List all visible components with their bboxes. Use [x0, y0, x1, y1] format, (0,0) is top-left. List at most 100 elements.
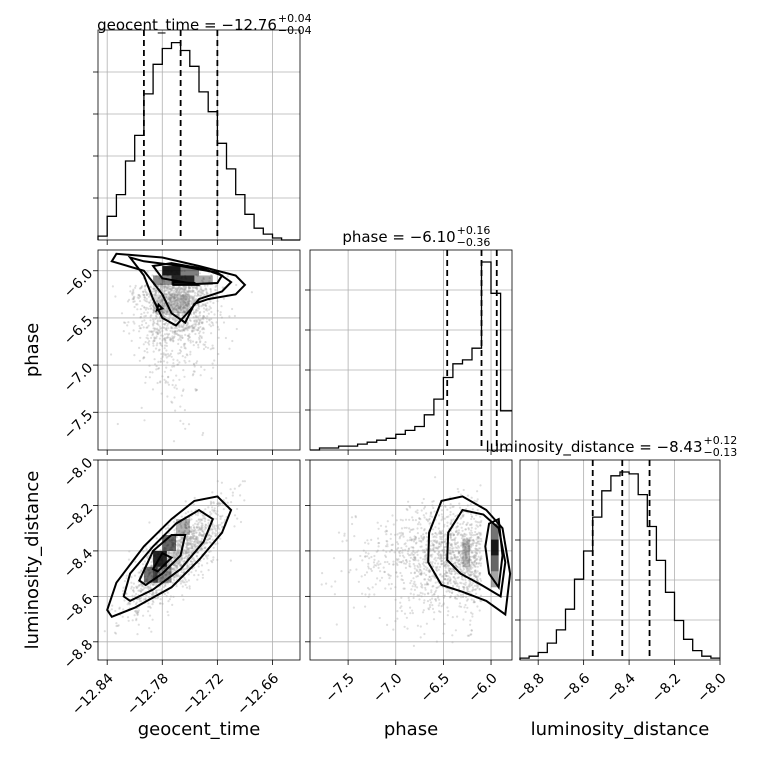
- scatter-point: [450, 553, 453, 556]
- scatter-point: [167, 355, 170, 358]
- scatter-point: [469, 619, 472, 622]
- scatter-point: [441, 554, 444, 557]
- scatter-point: [431, 604, 434, 607]
- panel-2d-1: [110, 252, 253, 443]
- scatter-point: [137, 571, 140, 574]
- scatter-point: [163, 283, 166, 286]
- scatter-point: [465, 507, 468, 511]
- scatter-point: [411, 612, 414, 615]
- scatter-point: [188, 299, 191, 302]
- scatter-point: [170, 296, 173, 299]
- scatter-point: [470, 629, 473, 632]
- scatter-point: [165, 312, 168, 315]
- scatter-point: [222, 297, 225, 300]
- scatter-point: [166, 311, 169, 314]
- scatter-point: [197, 318, 200, 321]
- scatter-point: [197, 511, 200, 515]
- scatter-point: [196, 290, 200, 293]
- scatter-point: [198, 321, 201, 324]
- scatter-point: [462, 586, 465, 589]
- scatter-point: [176, 565, 179, 568]
- scatter-point: [456, 561, 459, 564]
- scatter-point: [467, 545, 470, 548]
- scatter-point: [444, 578, 447, 581]
- scatter-point: [195, 537, 198, 541]
- scatter-point: [183, 549, 186, 552]
- scatter-point: [195, 535, 198, 539]
- scatter-point: [191, 297, 194, 300]
- scatter-point: [103, 630, 106, 633]
- scatter-point: [216, 502, 219, 505]
- scatter-point: [473, 572, 476, 575]
- scatter-point: [184, 291, 187, 294]
- scatter-point: [159, 330, 162, 333]
- scatter-point: [185, 546, 188, 549]
- density-cell: [194, 275, 213, 285]
- scatter-point: [436, 546, 439, 550]
- scatter-point: [465, 548, 468, 551]
- scatter-point: [199, 540, 202, 544]
- scatter-point: [197, 307, 201, 310]
- scatter-point: [479, 521, 482, 524]
- scatter-point: [456, 576, 459, 580]
- scatter-point: [471, 542, 474, 545]
- scatter-point: [471, 508, 474, 511]
- scatter-point: [410, 588, 413, 591]
- scatter-point: [164, 312, 168, 316]
- scatter-point: [450, 538, 453, 541]
- scatter-point: [187, 579, 190, 582]
- scatter-point: [330, 585, 333, 588]
- scatter-point: [400, 596, 403, 599]
- scatter-point: [169, 338, 172, 341]
- scatter-point: [208, 277, 211, 280]
- scatter-point: [470, 551, 473, 554]
- scatter-point: [136, 308, 139, 311]
- scatter-point: [163, 304, 166, 307]
- scatter-point: [185, 580, 188, 583]
- scatter-point: [422, 537, 425, 540]
- scatter-point: [188, 290, 191, 294]
- scatter-point: [434, 532, 437, 535]
- scatter-point: [177, 311, 180, 314]
- scatter-point: [171, 292, 174, 295]
- panel-title-luminosity-distance: luminosity_distance = −8.43 +0.12−0.13: [485, 434, 737, 459]
- scatter-point: [188, 519, 191, 522]
- scatter-point: [159, 343, 162, 346]
- scatter-point: [449, 522, 452, 526]
- scatter-point: [179, 564, 182, 567]
- scatter-point: [479, 533, 483, 536]
- scatter-point: [172, 568, 175, 571]
- scatter-point: [447, 610, 450, 613]
- scatter-point: [164, 293, 167, 296]
- scatter-point: [173, 564, 176, 567]
- scatter-point: [154, 291, 157, 294]
- scatter-point: [182, 306, 185, 309]
- scatter-point: [159, 334, 163, 337]
- scatter-point: [176, 561, 179, 564]
- scatter-point: [451, 567, 455, 570]
- scatter-point: [211, 525, 214, 528]
- scatter-point: [212, 501, 215, 504]
- scatter-point: [166, 310, 169, 313]
- scatter-point: [111, 285, 114, 288]
- scatter-point: [179, 329, 182, 332]
- scatter-point: [198, 532, 201, 535]
- scatter-point: [442, 594, 445, 598]
- scatter-point: [233, 314, 236, 318]
- scatter-point: [402, 587, 405, 590]
- scatter-point: [214, 285, 217, 288]
- scatter-point: [163, 566, 166, 569]
- scatter-point: [186, 290, 190, 293]
- scatter-point: [181, 294, 184, 297]
- scatter-point: [431, 515, 434, 519]
- scatter-point: [456, 572, 459, 575]
- scatter-point: [200, 365, 203, 368]
- scatter-point: [364, 551, 367, 554]
- scatter-point: [181, 535, 184, 539]
- scatter-point: [376, 549, 379, 552]
- scatter-point: [169, 300, 172, 303]
- scatter-point: [166, 286, 169, 289]
- scatter-point: [446, 508, 449, 511]
- scatter-point: [231, 339, 234, 343]
- scatter-point: [172, 303, 175, 306]
